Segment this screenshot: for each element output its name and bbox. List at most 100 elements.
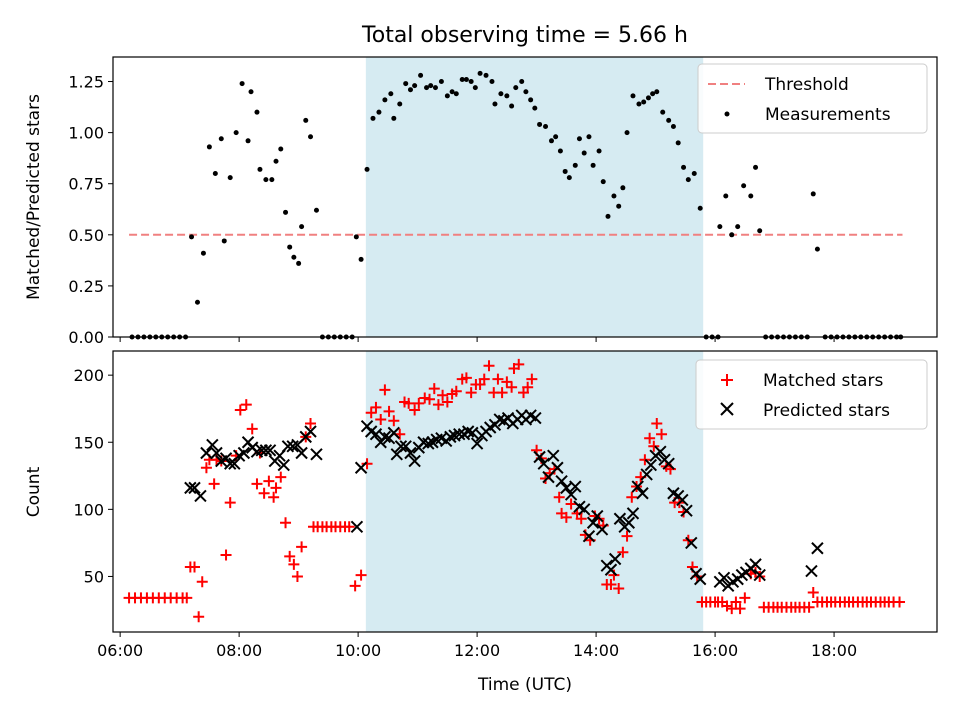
predicted-star-point: [399, 440, 412, 453]
predicted-star-point: [310, 448, 323, 461]
measurement-point: [675, 140, 681, 146]
predicted-star-point: [277, 458, 290, 472]
legend-predicted-swatch: [720, 402, 734, 416]
measurement-point: [576, 136, 582, 142]
measurement-point: [581, 150, 587, 156]
measurement-point: [810, 191, 816, 197]
predicted-star-point: [533, 450, 546, 464]
measurement-point: [407, 87, 413, 93]
measurement-point: [528, 97, 534, 103]
chart-title: Total observing time = 5.66 h: [361, 23, 688, 48]
x-tick-label: 16:00: [692, 641, 738, 660]
measurement-point: [650, 91, 656, 97]
y-tick-label: 0.50: [68, 226, 104, 245]
measurement-point: [412, 83, 418, 89]
measurement-point: [741, 183, 747, 189]
measurement-point: [611, 193, 617, 199]
matched-star-point: [605, 578, 617, 590]
measurement-point: [562, 168, 568, 174]
measurement-point: [641, 99, 647, 105]
x-tick-label: 06:00: [97, 641, 143, 660]
predicted-star-point: [805, 564, 818, 578]
bottom-legend-box: [695, 359, 928, 430]
predicted-star-point: [685, 536, 698, 550]
y-tick-label: 1.25: [68, 73, 104, 92]
measurement-point: [553, 134, 559, 140]
predicted-star-point: [680, 504, 693, 517]
matched-star-point: [234, 404, 246, 416]
measurement-point: [616, 203, 622, 209]
matched-star-point: [424, 393, 436, 405]
predicted-star-point: [577, 503, 591, 516]
y-tick-label: 0.25: [68, 277, 104, 296]
predicted-star-point: [551, 461, 564, 474]
matched-star-point: [730, 596, 742, 608]
matched-star-point: [375, 413, 387, 425]
legend-matched-swatch: [721, 374, 733, 386]
measurement-point: [670, 123, 676, 129]
matched-star-point: [526, 373, 538, 385]
top-y-axis-label: Matched/Predicted stars: [24, 94, 44, 300]
predicted-star-point: [529, 411, 542, 425]
predicted-star-point: [404, 446, 417, 460]
top-legend: Threshold Measurements: [697, 63, 928, 134]
measurement-point: [303, 117, 309, 123]
measurement-point: [418, 72, 424, 78]
measurement-point: [543, 123, 549, 129]
x-tick-label: 18:00: [811, 641, 857, 660]
predicted-star-point: [717, 571, 731, 584]
predicted-star-point: [304, 425, 317, 438]
y-tick-label: 200: [73, 366, 104, 385]
measurement-point: [492, 101, 498, 107]
measurement-point: [463, 76, 469, 82]
matched-star-point: [296, 541, 308, 553]
predicted-star-point: [564, 488, 578, 501]
predicted-star-point: [654, 445, 667, 458]
matched-star-point: [644, 432, 656, 444]
matched-star-point: [575, 513, 587, 525]
matched-star-point: [409, 404, 421, 416]
measurement-point: [723, 193, 729, 199]
measurement-point: [548, 138, 554, 144]
predicted-star-point: [811, 542, 824, 555]
y-tick-label: 1.00: [68, 124, 104, 143]
predicted-star-point: [644, 458, 658, 472]
bottom-axes-frame: [112, 350, 938, 633]
matched-star-point: [656, 428, 668, 440]
matched-star-point: [513, 358, 525, 370]
matched-star-point: [432, 399, 444, 411]
top-panel: 0.00 0.25 0.50 0.75 1.00 1.25 Matched/Predict…: [24, 56, 938, 347]
measurement-point: [645, 95, 651, 101]
measurement-point: [245, 138, 251, 144]
matched-star-point: [465, 387, 477, 399]
matched-star-point: [492, 373, 504, 385]
measurement-point: [194, 299, 200, 305]
y-tick-label: 0.00: [68, 328, 104, 347]
legend-predicted-label: Predicted stars: [763, 401, 890, 421]
predicted-star-point: [631, 480, 644, 493]
predicted-star-point: [466, 426, 479, 440]
predicted-star-point: [676, 493, 689, 507]
matched-star-point: [270, 482, 282, 494]
measurement-point: [218, 136, 224, 142]
measurement-point: [537, 121, 543, 127]
measurement-point: [189, 234, 195, 240]
matched-star-point: [450, 385, 462, 397]
measurement-point: [620, 185, 626, 191]
measurement-point: [403, 81, 409, 87]
measurement-point: [257, 166, 263, 172]
x-tick-label: 12:00: [454, 641, 500, 660]
bottom-legend: Matched stars Predicted stars: [695, 359, 928, 430]
measurement-point: [444, 93, 450, 99]
matched-star-point: [617, 546, 629, 558]
predicted-star-point: [608, 552, 622, 566]
bottom-shaded-region: [365, 351, 704, 632]
measurement-point: [600, 179, 606, 185]
matched-star-point: [460, 372, 472, 384]
matched-star-point: [379, 384, 391, 396]
measurement-point: [519, 79, 525, 85]
y-tick-label: 0.75: [68, 175, 104, 194]
matched-star-point: [288, 558, 300, 570]
x-tick-label: 10:00: [335, 641, 381, 660]
matched-star-point: [275, 471, 287, 483]
